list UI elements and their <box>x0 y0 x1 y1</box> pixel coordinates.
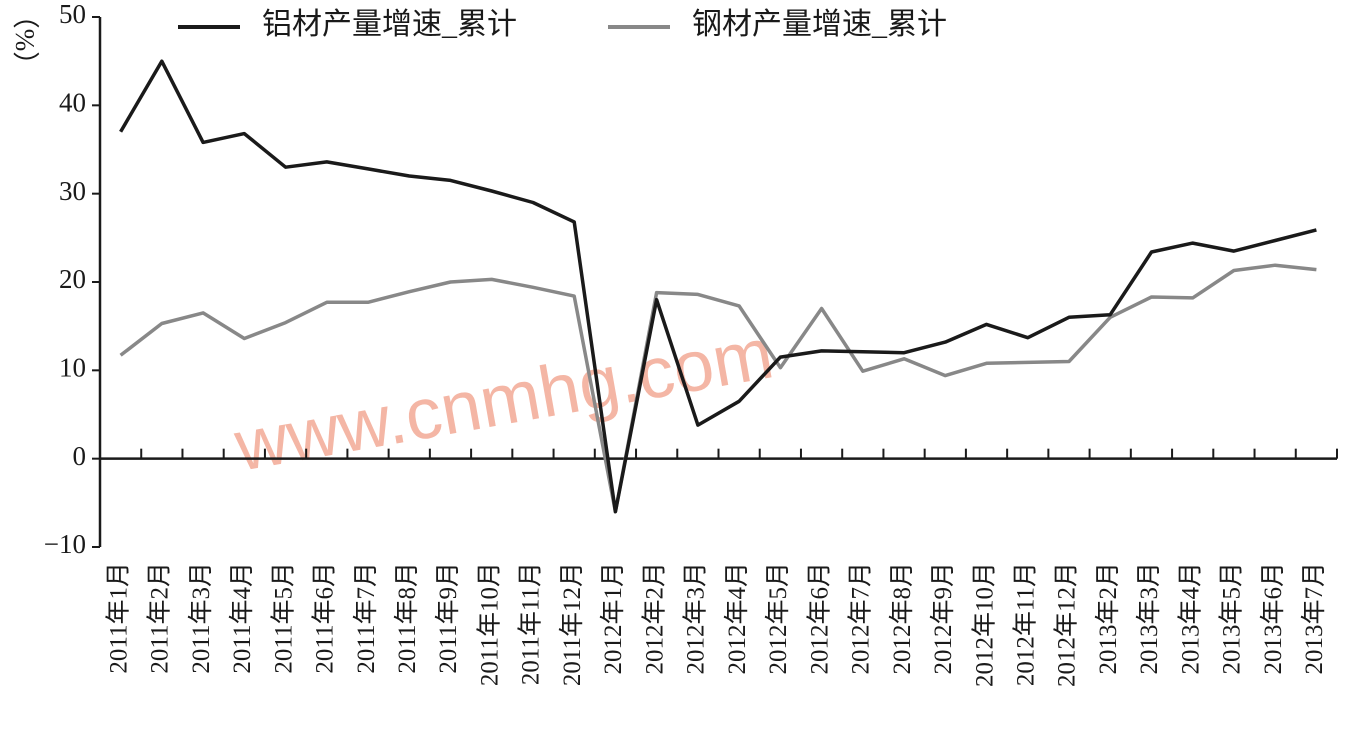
y-tick-label: −10 <box>44 529 86 559</box>
x-tick-label: 2012年4月 <box>723 562 751 675</box>
x-tick-label: 2011年4月 <box>228 562 256 674</box>
y-tick-label: 30 <box>59 176 86 206</box>
x-tick-label: 2012年3月 <box>682 562 710 675</box>
x-tick-label: 2013年5月 <box>1218 562 1246 675</box>
y-tick-label: 40 <box>59 88 86 118</box>
x-tick-label: 2013年3月 <box>1135 562 1163 675</box>
x-tick-label: 2012年6月 <box>805 562 833 675</box>
x-tick-label: 2011年8月 <box>393 562 421 674</box>
y-tick-label: 10 <box>59 353 86 383</box>
y-tick-label: 50 <box>59 0 86 29</box>
x-tick-label: 2012年2月 <box>640 562 668 675</box>
x-tick-label: 2011年12月 <box>558 562 586 686</box>
x-tick-label: 2011年1月 <box>104 562 132 674</box>
x-tick-label: 2013年4月 <box>1176 562 1204 675</box>
y-axis-label: （%） <box>10 2 40 79</box>
x-tick-label: 2012年8月 <box>888 562 916 675</box>
x-tick-label: 2011年6月 <box>311 562 339 674</box>
x-tick-label: 2013年2月 <box>1094 562 1122 675</box>
x-tick-label: 2011年5月 <box>269 562 297 674</box>
y-tick-label: 0 <box>73 441 87 471</box>
x-tick-label: 2012年10月 <box>970 562 998 687</box>
x-tick-label: 2012年5月 <box>764 562 792 675</box>
x-tick-label: 2011年9月 <box>434 562 462 674</box>
x-tick-label: 2011年10月 <box>475 562 503 686</box>
legend-label: 铝材产量增速_累计 <box>262 8 517 41</box>
series-line <box>119 59 1317 514</box>
x-tick-label: 2012年1月 <box>599 562 627 675</box>
legend-label: 钢材产量增速_累计 <box>692 8 947 41</box>
series-line <box>119 263 1317 514</box>
x-tick-label: 2011年11月 <box>517 562 545 685</box>
x-tick-label: 2012年7月 <box>847 562 875 675</box>
x-tick-label: 2011年3月 <box>187 562 215 674</box>
x-tick-label: 2011年2月 <box>146 562 174 674</box>
x-tick-label: 2011年7月 <box>352 562 380 674</box>
x-tick-label: 2012年9月 <box>929 562 957 675</box>
y-tick-label: 20 <box>59 264 86 294</box>
watermark: www.cnmhg.com <box>228 313 779 486</box>
x-tick-label: 2012年12月 <box>1053 562 1081 687</box>
x-tick-label: 2013年7月 <box>1300 562 1328 675</box>
x-tick-label: 2013年6月 <box>1259 562 1287 675</box>
x-tick-label: 2012年11月 <box>1011 562 1039 686</box>
